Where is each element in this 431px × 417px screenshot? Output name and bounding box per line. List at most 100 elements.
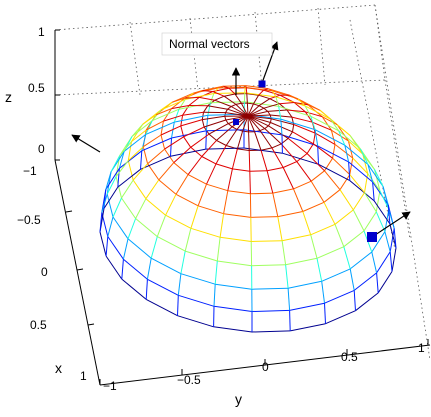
surface-meridian-segment bbox=[171, 97, 185, 103]
z-tick-label: 0.5 bbox=[28, 81, 45, 95]
surface-ring-segment bbox=[107, 236, 124, 260]
surface-ring-segment bbox=[117, 168, 141, 188]
surface-meridian-segment bbox=[271, 147, 284, 168]
surface-meridian-segment bbox=[206, 163, 217, 185]
surface-ring-segment bbox=[286, 109, 293, 118]
surface-ring-segment bbox=[190, 146, 203, 157]
y-tick-label: −0.5 bbox=[177, 373, 201, 387]
surface-ring-segment bbox=[112, 216, 129, 240]
surface-meridian-segment bbox=[339, 189, 354, 211]
side-marker bbox=[367, 232, 377, 242]
surface-ring-segment bbox=[145, 198, 166, 216]
surface-meridian-segment bbox=[348, 140, 364, 155]
surface-meridian-segment bbox=[267, 109, 288, 112]
surface-meridian-segment bbox=[268, 125, 289, 139]
surface-meridian-segment bbox=[182, 111, 204, 116]
surface-ring-segment bbox=[187, 174, 207, 185]
surface-ring-segment bbox=[364, 173, 369, 193]
surface-meridian-segment bbox=[218, 85, 224, 89]
surface-meridian-segment bbox=[246, 93, 248, 104]
surface-meridian-segment bbox=[247, 103, 254, 117]
surface-meridian-segment bbox=[352, 209, 365, 232]
surface-meridian-segment bbox=[205, 130, 207, 150]
surface-ring-segment bbox=[377, 271, 393, 294]
surface-meridian-segment bbox=[343, 246, 351, 270]
surface-meridian-segment bbox=[145, 179, 160, 199]
surface-ring-segment bbox=[206, 129, 245, 132]
annotation-label: Normal vectors bbox=[169, 37, 250, 51]
surface-meridian-segment bbox=[202, 115, 225, 121]
surface-meridian-segment bbox=[155, 108, 172, 116]
surface-meridian-segment bbox=[393, 228, 397, 249]
surface-ring-segment bbox=[271, 143, 282, 149]
surface-ring-segment bbox=[103, 186, 119, 209]
surface-ring-segment bbox=[105, 168, 120, 190]
surface-meridian-segment bbox=[150, 236, 158, 259]
surface-ring-segment bbox=[99, 231, 107, 257]
normal-vector-arrow bbox=[371, 211, 411, 238]
surface-ring-segment bbox=[251, 240, 283, 242]
surface-ring-segment bbox=[332, 144, 336, 159]
surface-ring-segment bbox=[302, 201, 325, 212]
surface-meridian-segment bbox=[258, 89, 264, 96]
surface-ring-segment bbox=[253, 103, 260, 107]
surface-ring-segment bbox=[272, 188, 294, 194]
surface-ring-segment bbox=[177, 315, 214, 328]
surface-ring-segment bbox=[250, 216, 278, 218]
surface-meridian-segment bbox=[110, 155, 121, 172]
surface-meridian-segment bbox=[193, 90, 203, 94]
top-marker bbox=[258, 80, 266, 88]
surface-meridian-segment bbox=[280, 119, 283, 135]
apex-marker bbox=[233, 119, 239, 125]
surface-ring-segment bbox=[171, 97, 186, 109]
surface-ring-segment bbox=[376, 251, 391, 274]
surface-meridian-segment bbox=[151, 109, 162, 122]
surface-ring-segment bbox=[190, 227, 221, 238]
surface-ring-segment bbox=[270, 118, 272, 123]
surface-meridian-segment bbox=[183, 126, 205, 138]
surface-ring-segment bbox=[296, 153, 308, 162]
y-tick-label: 1 bbox=[418, 341, 425, 355]
surface-ring-segment bbox=[389, 228, 395, 252]
surface-meridian-segment bbox=[215, 145, 227, 165]
surface-meridian-segment bbox=[145, 279, 148, 300]
surface-meridian-segment bbox=[112, 197, 122, 218]
surface-ring-segment bbox=[353, 272, 377, 291]
surface-ring-segment bbox=[224, 116, 227, 121]
surface-meridian-segment bbox=[247, 115, 272, 120]
surface-ring-segment bbox=[203, 105, 209, 113]
surface-meridian-segment bbox=[132, 163, 148, 181]
surface-ring-segment bbox=[282, 152, 319, 165]
surface-meridian-segment bbox=[296, 161, 312, 182]
surface-ring-segment bbox=[373, 200, 391, 225]
surface-ring-segment bbox=[355, 292, 379, 312]
surface-meridian-segment bbox=[236, 115, 249, 130]
y-tick-labels: −1 −0.5 0 0.5 1 bbox=[103, 341, 425, 393]
surface-ring-segment bbox=[349, 157, 354, 175]
surface-meridian-segment bbox=[212, 91, 225, 97]
surface-meridian-segment bbox=[213, 284, 216, 307]
x-axis-label: x bbox=[55, 360, 62, 376]
surface-meridian-segment bbox=[353, 290, 356, 311]
surface-meridian-segment bbox=[336, 124, 351, 136]
surface-meridian-segment bbox=[277, 216, 283, 241]
surface-ring-segment bbox=[349, 180, 375, 202]
surface-ring-segment bbox=[266, 167, 284, 172]
surface-ring-segment bbox=[325, 310, 356, 325]
surface-meridian-segment bbox=[203, 119, 226, 128]
surface-ring-segment bbox=[323, 189, 341, 203]
surface-meridian-segment bbox=[247, 105, 260, 117]
surface-ring-segment bbox=[162, 108, 172, 122]
surface-ring-segment bbox=[263, 107, 269, 112]
surface-meridian-segment bbox=[140, 150, 143, 170]
x-tick-label: −0.5 bbox=[17, 213, 41, 227]
normal-vectors bbox=[71, 41, 411, 242]
surface-meridian-segment bbox=[278, 106, 282, 120]
surface-meridian-segment bbox=[359, 148, 369, 165]
surface-meridian-segment bbox=[173, 146, 192, 163]
surface-ring-segment bbox=[289, 302, 325, 311]
surface-ring-segment bbox=[231, 126, 238, 130]
surface-ring-segment bbox=[318, 163, 351, 182]
surface-ring-segment bbox=[127, 238, 152, 259]
surface-meridian-segment bbox=[127, 218, 137, 239]
